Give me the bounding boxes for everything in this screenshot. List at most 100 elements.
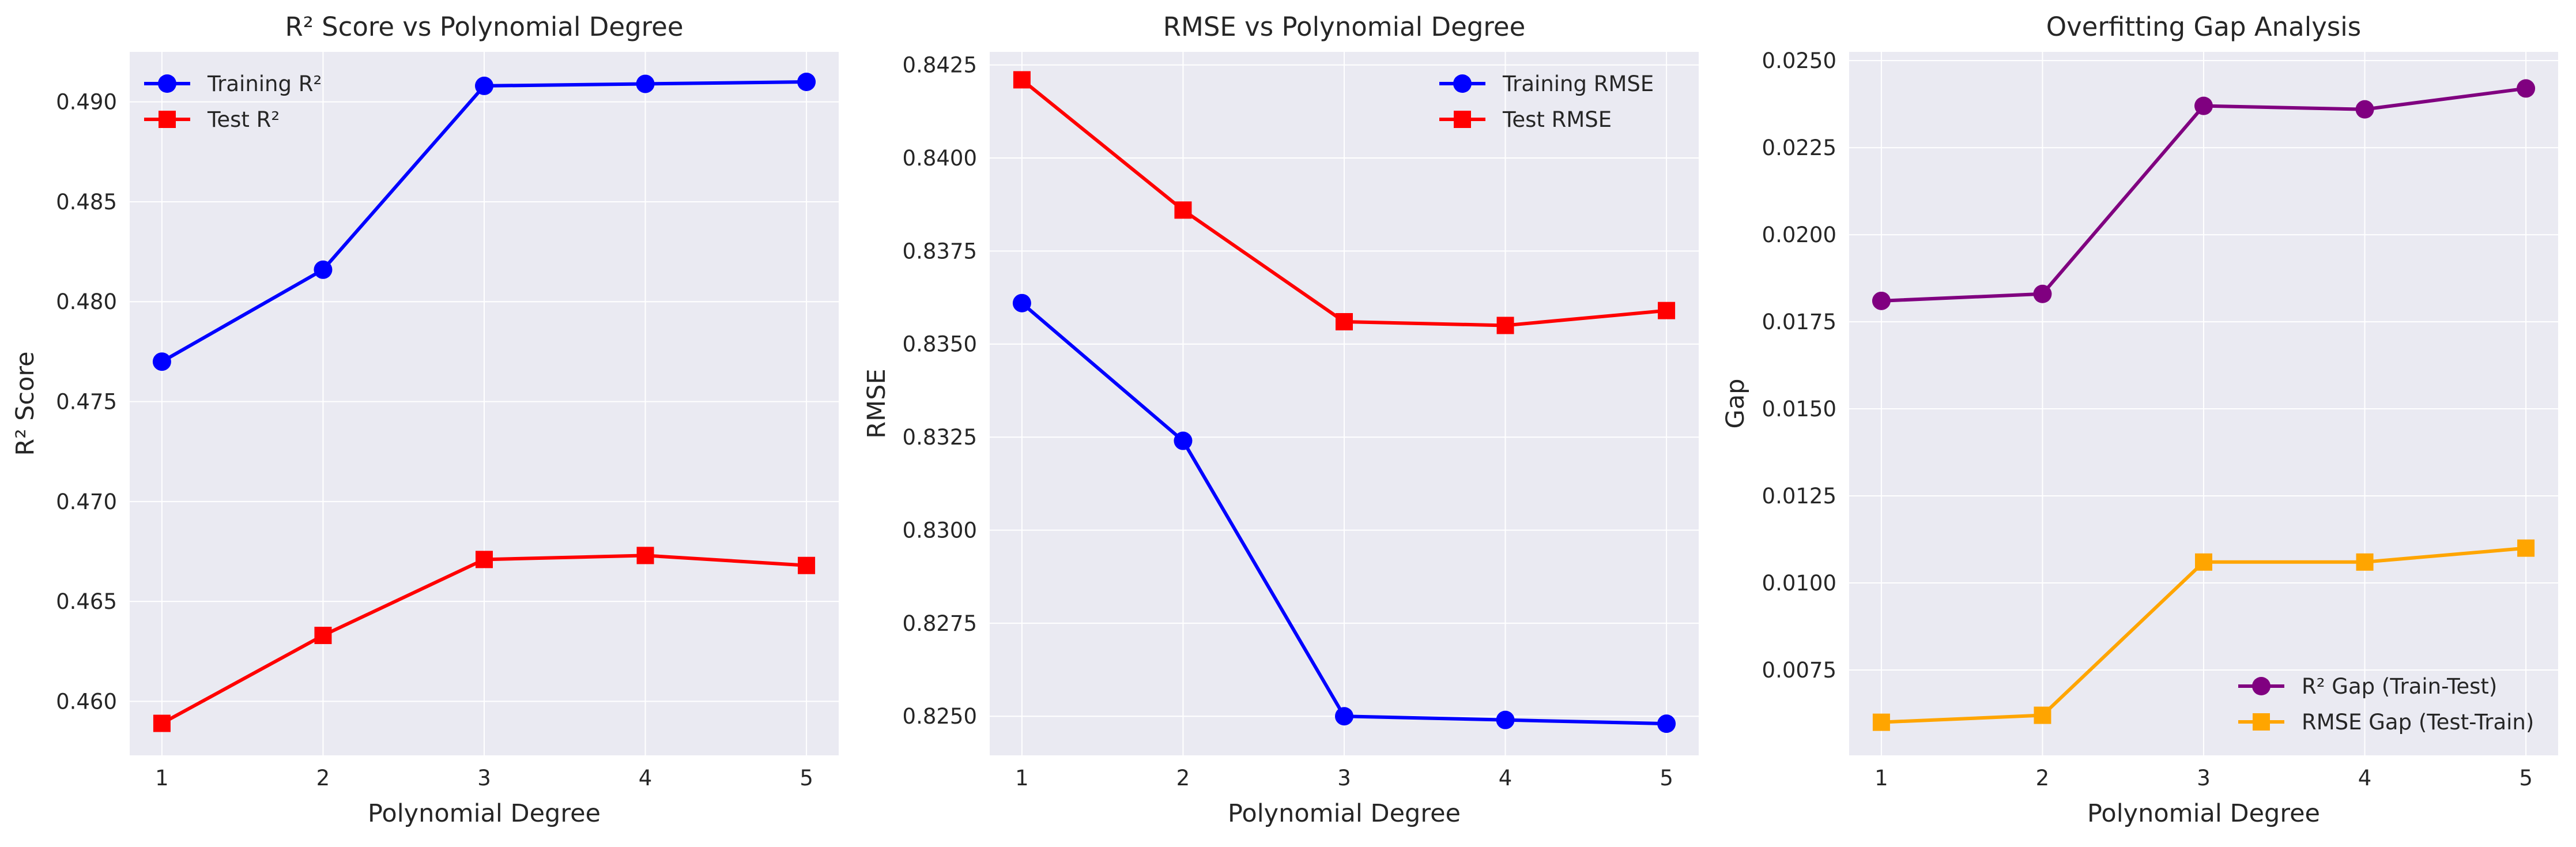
legend-item: Training R² (144, 71, 322, 96)
legend: Training RMSE Test RMSE (1439, 71, 1654, 132)
legend-label: Test RMSE (1502, 107, 1612, 132)
x-tick-label: 1 (155, 766, 169, 790)
data-point (1336, 313, 1353, 330)
y-axis-label: R² Score (11, 351, 40, 456)
x-axis-label: Polynomial Degree (368, 799, 601, 828)
series-1 (1013, 71, 1676, 334)
y-tick-label: 0.0150 (1762, 397, 1836, 421)
series-0 (1012, 293, 1676, 733)
y-tick-label: 0.8300 (903, 518, 977, 543)
data-point (2033, 284, 2052, 303)
x-tick-label: 1 (1015, 766, 1029, 790)
y-tick-label: 0.0200 (1762, 223, 1836, 247)
grid-lines (1849, 52, 2558, 755)
series-layer (152, 72, 816, 732)
y-tick-label: 0.8250 (903, 704, 977, 729)
legend-label: Test R² (207, 107, 280, 132)
data-point (2355, 100, 2374, 119)
legend-marker (159, 111, 176, 128)
x-tick-label: 4 (2358, 766, 2372, 790)
data-point (636, 74, 655, 93)
legend-item: Test R² (144, 107, 280, 132)
legend-label: Training R² (207, 71, 322, 96)
data-point (1496, 710, 1515, 729)
y-tick-label: 0.8325 (903, 425, 977, 450)
data-point (475, 76, 493, 95)
data-point (2517, 539, 2535, 557)
x-tick-label: 5 (1659, 766, 1673, 790)
data-point (636, 547, 654, 564)
data-point (2034, 706, 2051, 724)
data-point (1657, 714, 1676, 733)
series-0 (152, 72, 816, 371)
data-point (2517, 79, 2536, 98)
legend: R² Gap (Train-Test) RMSE Gap (Test-Train) (2238, 674, 2534, 735)
y-tick-label: 0.8275 (903, 611, 977, 636)
legend-label: R² Gap (Train-Test) (2302, 674, 2497, 699)
y-tick-label: 0.0175 (1762, 310, 1836, 334)
y-tick-label: 0.8350 (903, 332, 977, 357)
x-tick-label: 4 (639, 766, 653, 790)
legend-marker (1453, 74, 1472, 93)
chart-title: R² Score vs Polynomial Degree (285, 12, 683, 42)
data-point (314, 627, 332, 645)
series-0 (1872, 79, 2536, 310)
y-tick-label: 0.470 (56, 490, 117, 514)
y-tick-label: 0.485 (56, 190, 117, 214)
chart-title: RMSE vs Polynomial Degree (1163, 12, 1526, 42)
legend-item: RMSE Gap (Test-Train) (2238, 710, 2534, 735)
legend-marker (158, 74, 176, 93)
legend-marker (2252, 677, 2270, 695)
x-tick-label: 5 (2519, 766, 2533, 790)
data-point (1174, 431, 1193, 450)
y-tick-label: 0.8375 (903, 239, 977, 263)
x-tick-label: 2 (316, 766, 330, 790)
data-point (1872, 291, 1891, 310)
series-layer (1012, 71, 1676, 733)
y-tick-label: 0.0125 (1762, 484, 1836, 509)
series-layer (1872, 79, 2536, 731)
y-tick-label: 0.0225 (1762, 135, 1836, 160)
legend-item: Training RMSE (1439, 71, 1654, 96)
tick-labels: 1 2 3 4 5 0.460 0.465 0.470 0.475 0.480 0.485 0.490 (56, 90, 813, 790)
y-tick-label: 0.490 (56, 90, 117, 115)
chart-panel-gap: 1 2 3 4 5 0.0075 0.0100 0.0125 0.0150 0.0175 0.020… (1721, 12, 2558, 828)
grid-lines (990, 52, 1699, 755)
y-tick-label: 0.0075 (1762, 658, 1836, 683)
data-point (152, 352, 171, 371)
data-point (2194, 96, 2213, 115)
x-tick-label: 5 (799, 766, 813, 790)
legend-marker (2253, 713, 2270, 731)
data-point (314, 260, 333, 279)
x-axis-label: Polynomial Degree (1228, 799, 1461, 828)
legend: Training R² Test R² (144, 71, 322, 132)
x-tick-label: 4 (1499, 766, 1513, 790)
legend-item: R² Gap (Train-Test) (2238, 674, 2497, 699)
series-1 (153, 547, 816, 732)
chart-title: Overfitting Gap Analysis (2046, 12, 2361, 42)
x-tick-label: 3 (2197, 766, 2211, 790)
x-tick-label: 1 (1875, 766, 1888, 790)
x-axis-label: Polynomial Degree (2087, 799, 2320, 828)
grid-lines (130, 52, 839, 755)
y-axis-label: Gap (1721, 379, 1750, 429)
y-tick-label: 0.460 (56, 689, 117, 714)
y-tick-label: 0.0100 (1762, 571, 1836, 596)
data-point (1012, 293, 1031, 313)
chart-panel-rmse: 1 2 3 4 5 0.8250 0.8275 0.8300 0.8325 0.8350 0.837… (862, 12, 1699, 828)
data-point (153, 714, 171, 732)
y-tick-label: 0.465 (56, 589, 117, 614)
chart-panel-r2: 1 2 3 4 5 0.460 0.465 0.470 0.475 0.480 0.485 0.490… (11, 12, 839, 828)
y-tick-label: 0.8425 (903, 53, 977, 78)
tick-labels: 1 2 3 4 5 0.8250 0.8275 0.8300 0.8325 0.8350 0.837… (903, 53, 1673, 790)
y-tick-label: 0.480 (56, 289, 117, 314)
series-1 (1872, 539, 2535, 731)
data-point (798, 556, 816, 574)
data-point (1335, 707, 1353, 726)
data-point (1872, 713, 1890, 731)
x-tick-label: 3 (477, 766, 491, 790)
x-tick-label: 3 (1337, 766, 1351, 790)
x-tick-label: 2 (1176, 766, 1190, 790)
data-point (1174, 201, 1192, 219)
